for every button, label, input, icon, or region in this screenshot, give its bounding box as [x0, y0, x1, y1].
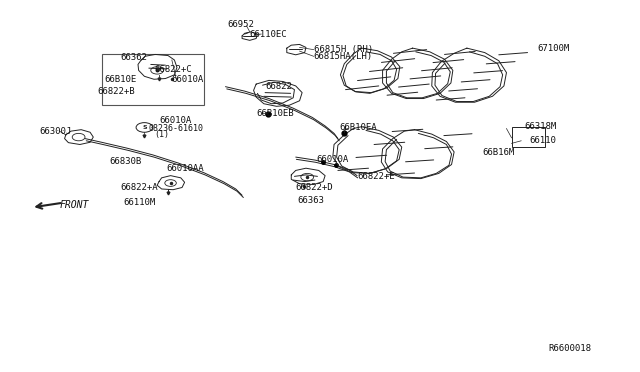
Text: FRONT: FRONT	[60, 200, 89, 210]
Text: 66822+A: 66822+A	[121, 183, 158, 192]
Text: 66952: 66952	[227, 20, 254, 29]
Text: S: S	[142, 125, 147, 130]
Text: 66B16M: 66B16M	[483, 148, 515, 157]
Text: 66822+C: 66822+C	[154, 65, 191, 74]
Text: 66822+D: 66822+D	[296, 183, 333, 192]
Text: 66822+B: 66822+B	[98, 87, 136, 96]
Text: 66B10E: 66B10E	[104, 75, 136, 84]
Text: 66300J: 66300J	[39, 126, 71, 136]
Text: 66318M: 66318M	[524, 122, 557, 131]
Text: 66010AA: 66010AA	[167, 164, 204, 173]
Text: 66822: 66822	[266, 82, 292, 91]
Text: 66B10EA: 66B10EA	[339, 123, 377, 132]
Text: 66362: 66362	[121, 52, 148, 61]
Text: 66830B: 66830B	[109, 157, 141, 166]
Text: 66110: 66110	[529, 136, 556, 145]
Text: R6600018: R6600018	[548, 344, 591, 353]
Text: (1): (1)	[154, 130, 169, 140]
Text: 67100M: 67100M	[537, 44, 570, 52]
Bar	[511, 127, 545, 147]
Text: 66010A: 66010A	[317, 155, 349, 164]
Text: 66815H (RH): 66815H (RH)	[314, 45, 372, 54]
Text: 66010A: 66010A	[159, 116, 191, 125]
Text: 66B10EB: 66B10EB	[256, 109, 294, 118]
Text: 66110M: 66110M	[124, 198, 156, 207]
Text: 66010A: 66010A	[172, 75, 204, 84]
Text: 08236-61610: 08236-61610	[149, 124, 204, 133]
Text: 66110EC: 66110EC	[250, 29, 287, 39]
Bar	[102, 54, 204, 105]
Text: 66815HA(LH): 66815HA(LH)	[314, 52, 372, 61]
Text: 66363: 66363	[298, 196, 324, 205]
Text: 66822+E: 66822+E	[357, 172, 395, 181]
